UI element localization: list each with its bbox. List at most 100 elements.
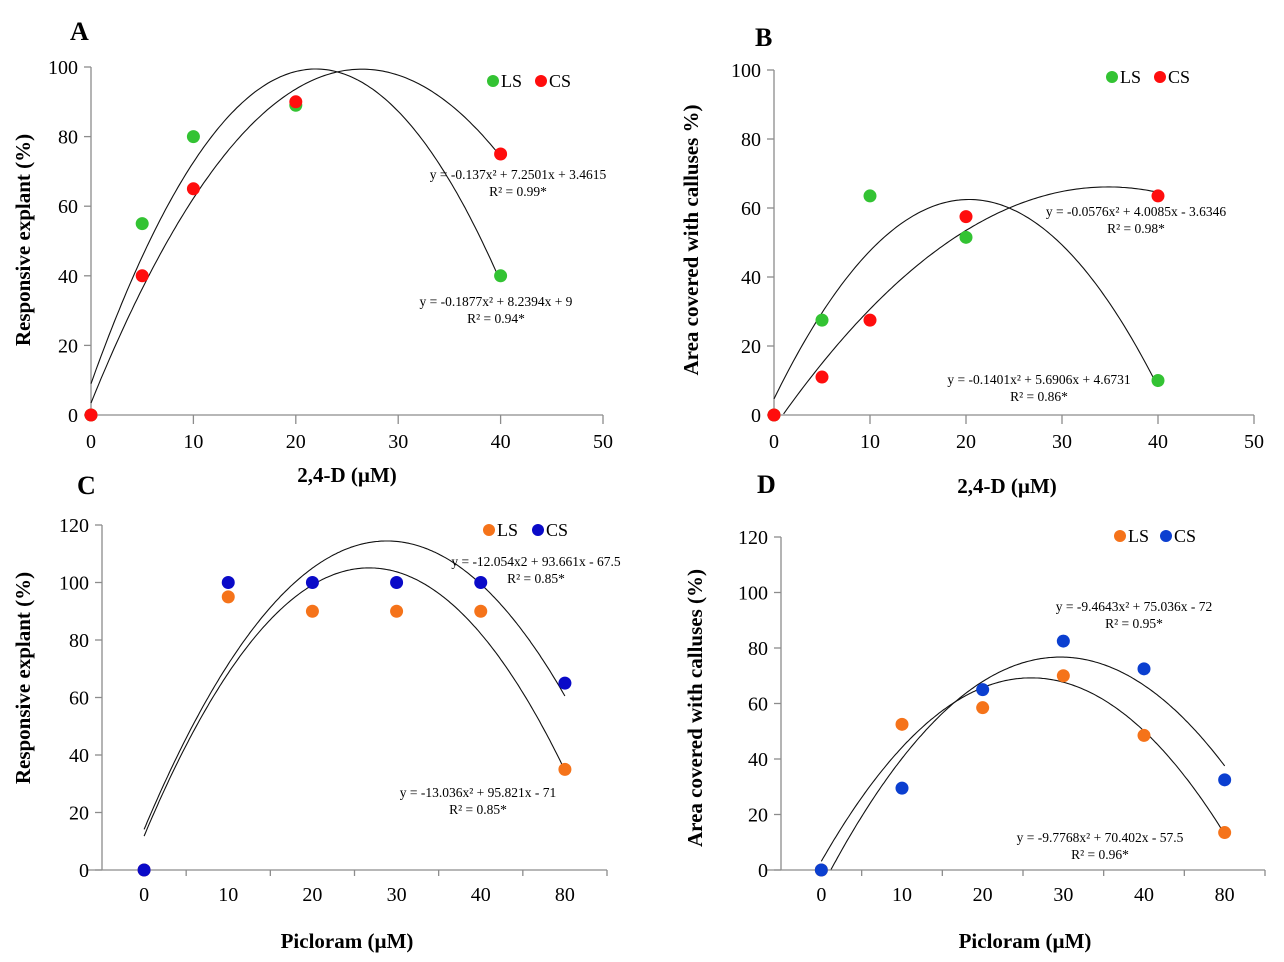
data-point-cs bbox=[135, 269, 149, 283]
y-tick-label: 80 bbox=[58, 127, 78, 149]
trend-r2-cs: R² = 0.98* bbox=[1107, 221, 1165, 236]
x-axis-title: Picloram (µM) bbox=[959, 929, 1092, 953]
x-tick-label: 40 bbox=[1148, 431, 1168, 453]
y-tick-label: 0 bbox=[751, 405, 761, 427]
y-tick-label: 20 bbox=[748, 805, 768, 827]
data-point-cs bbox=[1137, 662, 1151, 676]
data-point-ls bbox=[1218, 826, 1232, 840]
data-point-cs bbox=[767, 408, 781, 422]
data-point-ls bbox=[558, 762, 572, 776]
legend-marker-ls bbox=[483, 524, 495, 536]
x-tick-label: 20 bbox=[286, 431, 306, 453]
trend-r2-cs: R² = 0.85* bbox=[507, 571, 565, 586]
y-axis-title: Area covered with calluses (%) bbox=[683, 569, 707, 847]
trend-r2-cs: R² = 0.95* bbox=[1105, 616, 1163, 631]
x-tick-label: 10 bbox=[892, 884, 912, 906]
y-tick-label: 0 bbox=[758, 860, 768, 882]
trend-r2-ls: R² = 0.86* bbox=[1010, 389, 1068, 404]
data-point-ls bbox=[305, 604, 319, 618]
x-tick-label: 20 bbox=[973, 884, 993, 906]
data-point-cs bbox=[815, 370, 829, 384]
y-tick-label: 40 bbox=[741, 267, 761, 289]
trendline-ls bbox=[90, 68, 502, 384]
x-tick-label: 30 bbox=[387, 884, 407, 906]
chart-panel-d: D 0 20 40 60 80 100 120 0 10 20 30 40 80 Picloram (µM)… bbox=[683, 470, 1266, 953]
trend-r2-ls: R² = 0.96* bbox=[1071, 847, 1129, 862]
legend-marker-cs bbox=[1154, 71, 1166, 83]
chart-panel-c: C 0 20 40 60 80 100 120 0 10 20 30 40 80 Picloram (µM)… bbox=[11, 471, 621, 953]
legend-marker-ls bbox=[487, 75, 499, 87]
data-point-ls bbox=[1056, 669, 1070, 683]
data-point-ls bbox=[221, 590, 235, 604]
x-tick-label: 40 bbox=[491, 431, 511, 453]
data-point-ls bbox=[815, 313, 829, 327]
legend: LS CS bbox=[1106, 67, 1190, 87]
trend-equation-ls: y = -9.7768x² + 70.402x - 57.5 bbox=[1017, 830, 1184, 845]
data-point-cs bbox=[186, 182, 200, 196]
data-point-cs bbox=[221, 576, 235, 589]
x-tick-label: 50 bbox=[593, 431, 613, 453]
x-tick-label: 30 bbox=[1052, 431, 1072, 453]
legend-marker-ls bbox=[1106, 71, 1118, 83]
chart-panel-a: A 0 20 40 60 80 100 0 10 20 30 40 50 2,4-D (µM) Respon… bbox=[11, 17, 613, 487]
x-axis-title: Picloram (µM) bbox=[281, 929, 414, 953]
y-tick-label: 120 bbox=[738, 527, 768, 549]
panel-letter: A bbox=[70, 17, 89, 46]
y-tick-label: 80 bbox=[741, 129, 761, 151]
legend-marker-cs bbox=[535, 75, 547, 87]
x-tick-label: 80 bbox=[555, 884, 575, 906]
y-axis-title: Responsive explant (%) bbox=[11, 572, 35, 784]
trendline-cs bbox=[783, 186, 1159, 415]
y-tick-label: 60 bbox=[69, 688, 89, 710]
y-axis-title: Area covered with calluses %) bbox=[679, 104, 703, 375]
trendline-cs bbox=[830, 656, 1226, 870]
data-point-cs bbox=[814, 863, 828, 877]
panel-letter: C bbox=[77, 471, 96, 500]
panel-letter: B bbox=[755, 23, 772, 52]
y-tick-label: 100 bbox=[731, 60, 761, 82]
x-tick-label: 50 bbox=[1244, 431, 1264, 453]
data-point-cs bbox=[895, 781, 909, 795]
y-tick-label: 120 bbox=[59, 515, 89, 537]
data-point-cs bbox=[474, 576, 488, 589]
trendline-ls bbox=[820, 677, 1226, 862]
x-tick-label: 10 bbox=[860, 431, 880, 453]
y-tick-label: 80 bbox=[748, 638, 768, 660]
x-tick-label: 0 bbox=[816, 884, 826, 906]
trend-equation-cs: y = -12.054x2 + 93.661x - 67.5 bbox=[451, 554, 621, 569]
y-tick-label: 20 bbox=[58, 335, 78, 357]
x-tick-label: 0 bbox=[139, 884, 149, 906]
y-tick-label: 40 bbox=[58, 266, 78, 288]
legend-label-cs: CS bbox=[1174, 526, 1196, 546]
legend-marker-cs bbox=[1160, 530, 1172, 542]
y-tick-label: 20 bbox=[741, 336, 761, 358]
data-point-ls bbox=[895, 717, 909, 731]
legend-label-ls: LS bbox=[1128, 526, 1149, 546]
x-tick-label: 10 bbox=[183, 431, 203, 453]
y-tick-label: 40 bbox=[69, 745, 89, 767]
x-tick-label: 10 bbox=[218, 884, 238, 906]
data-point-cs bbox=[1151, 189, 1165, 203]
trend-r2-ls: R² = 0.94* bbox=[467, 311, 525, 326]
data-point-cs bbox=[494, 147, 508, 161]
data-point-ls bbox=[1151, 374, 1165, 387]
data-point-ls bbox=[474, 604, 488, 618]
y-tick-label: 60 bbox=[741, 198, 761, 220]
data-point-cs bbox=[1056, 634, 1070, 648]
legend-label-ls: LS bbox=[497, 520, 518, 540]
data-point-cs bbox=[1218, 773, 1232, 787]
panel-letter: D bbox=[757, 470, 776, 499]
y-tick-label: 20 bbox=[69, 803, 89, 825]
data-point-cs bbox=[976, 683, 990, 697]
data-point-ls bbox=[976, 701, 990, 715]
x-axis-title: 2,4-D (µM) bbox=[297, 463, 397, 487]
y-tick-label: 80 bbox=[69, 630, 89, 652]
trend-equation-cs: y = -0.137x² + 7.2501x + 3.4615 bbox=[430, 167, 607, 182]
y-tick-label: 100 bbox=[48, 57, 78, 79]
data-point-cs bbox=[137, 863, 151, 877]
chart-panel-b: B 0 20 40 60 80 100 0 10 20 30 40 50 2,4-D (µM) Area c… bbox=[679, 23, 1264, 498]
x-axis-title: 2,4-D (µM) bbox=[957, 474, 1057, 498]
x-tick-label: 40 bbox=[471, 884, 491, 906]
y-tick-label: 60 bbox=[58, 196, 78, 218]
data-point-cs bbox=[558, 676, 572, 690]
